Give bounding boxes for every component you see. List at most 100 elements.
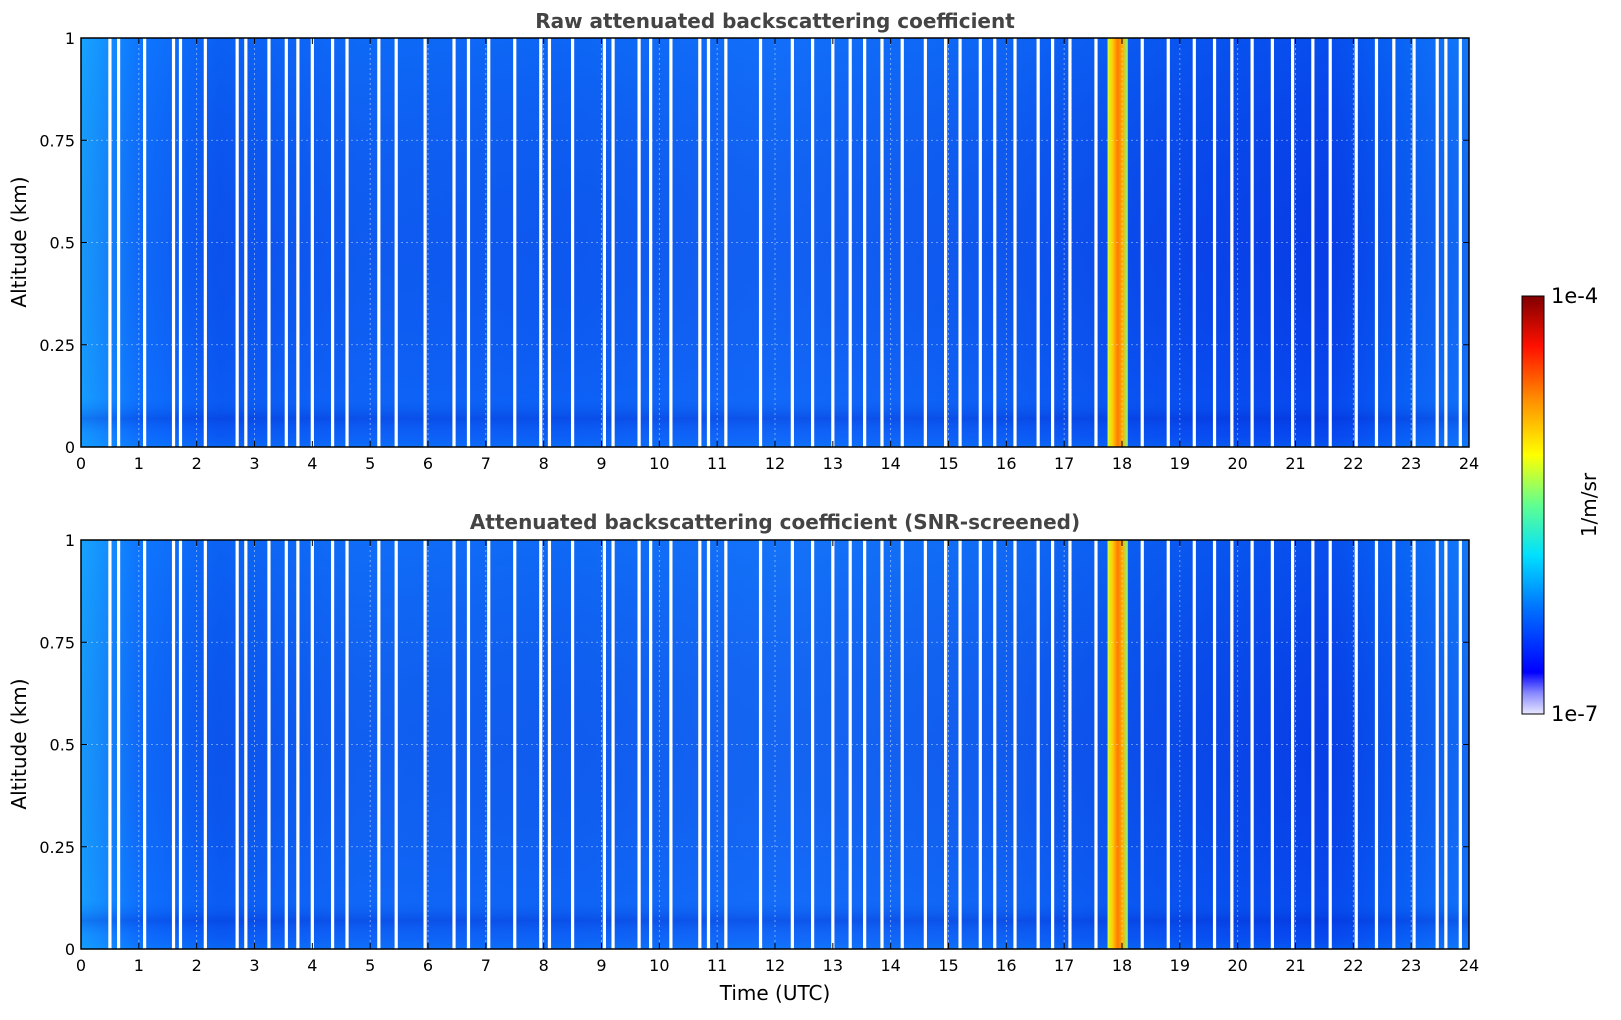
data-gap-stripe — [1212, 540, 1217, 949]
data-gap-stripe — [758, 540, 763, 949]
x-tick-label: 3 — [249, 956, 259, 975]
data-gap-stripe — [547, 38, 552, 447]
x-tick-label: 18 — [1112, 956, 1132, 975]
panel-title: Raw attenuated backscattering coefficien… — [535, 9, 1015, 33]
data-gap-stripe — [848, 540, 852, 949]
data-gap-stripe — [637, 540, 641, 949]
x-tick-label: 13 — [823, 956, 843, 975]
data-gap-stripe — [466, 38, 471, 447]
data-gap-stripe — [863, 540, 867, 949]
data-gap-stripe — [513, 38, 517, 447]
data-gap-stripe — [423, 38, 427, 447]
data-gap-stripe — [958, 540, 962, 949]
data-gap-stripe — [267, 38, 271, 447]
data-gap-stripe — [602, 540, 606, 949]
x-axis-label: Time (UTC) — [719, 981, 831, 1005]
y-tick-label: 0.75 — [39, 633, 75, 652]
panel-title: Attenuated backscattering coefficient (S… — [470, 510, 1080, 534]
data-gap-stripe — [108, 540, 112, 949]
x-tick-label: 4 — [307, 454, 317, 473]
y-tick-label: 0.75 — [39, 131, 75, 150]
x-tick-label: 14 — [880, 454, 900, 473]
x-tick-label: 5 — [365, 454, 375, 473]
data-gap-stripe — [547, 540, 552, 949]
x-tick-label: 5 — [365, 956, 375, 975]
data-gap-stripe — [108, 38, 112, 447]
data-gap-stripe — [377, 38, 381, 447]
data-gap-stripe — [539, 540, 543, 949]
x-tick-label: 12 — [765, 454, 785, 473]
colorbar-label: 1/m/sr — [1577, 472, 1601, 537]
x-tick-label: 9 — [596, 956, 606, 975]
x-tick-label: 24 — [1459, 454, 1479, 473]
data-gap-stripe — [178, 38, 183, 447]
x-tick-label: 8 — [539, 956, 549, 975]
data-gap-stripe — [698, 540, 702, 949]
x-tick-label: 0 — [76, 454, 86, 473]
data-gap-stripe — [1094, 540, 1098, 949]
colorbar-max-label: 1e-4 — [1551, 284, 1598, 308]
data-gap-stripe — [923, 38, 927, 447]
y-tick-label: 0.25 — [39, 336, 75, 355]
x-tick-label: 21 — [1285, 454, 1305, 473]
x-tick-label: 6 — [423, 956, 433, 975]
x-tick-label: 7 — [481, 956, 491, 975]
data-gap-stripe — [611, 540, 615, 949]
colorbar-min-label: 1e-7 — [1551, 702, 1598, 726]
data-gap-stripe — [848, 38, 852, 447]
x-tick-label: 9 — [596, 454, 606, 473]
colorbar-gradient — [1521, 295, 1545, 715]
data-gap-stripe — [1013, 540, 1017, 949]
x-tick-label: 23 — [1401, 454, 1421, 473]
data-gap-stripe — [1392, 38, 1396, 447]
data-gap-stripe — [698, 38, 702, 447]
data-gap-stripe — [178, 540, 183, 949]
data-gap-stripe — [1328, 38, 1332, 447]
data-gap-stripe — [1392, 540, 1396, 949]
panel-snr-screened: Attenuated backscattering coefficient (S… — [7, 510, 1479, 1005]
x-tick-label: 6 — [423, 454, 433, 473]
data-gap-stripe — [944, 38, 948, 447]
data-gap-stripe — [1212, 38, 1217, 447]
data-gap-stripe — [1458, 540, 1462, 949]
data-gap-stripe — [1192, 540, 1196, 949]
data-gap-stripe — [602, 38, 606, 447]
panel-raw: Raw attenuated backscattering coefficien… — [7, 9, 1479, 473]
data-gap-stripe — [203, 38, 207, 447]
data-gap-stripe — [143, 540, 147, 949]
data-gap-stripe — [649, 38, 653, 447]
data-gap-stripe — [171, 38, 176, 447]
x-tick-label: 16 — [996, 956, 1016, 975]
x-tick-label: 13 — [823, 454, 843, 473]
y-tick-label: 1 — [65, 29, 75, 48]
data-gap-stripe — [863, 38, 867, 447]
data-gap-stripe — [706, 38, 711, 447]
y-tick-label: 0.25 — [39, 838, 75, 857]
x-tick-label: 20 — [1227, 956, 1247, 975]
data-gap-stripe — [1013, 38, 1017, 447]
colorbar: 1e-4 1e-7 1/m/sr — [1521, 284, 1601, 726]
x-tick-label: 15 — [938, 956, 958, 975]
x-tick-label: 7 — [481, 454, 491, 473]
y-tick-label: 0.5 — [50, 234, 75, 253]
data-gap-stripe — [958, 38, 962, 447]
y-tick-label: 0.5 — [50, 736, 75, 755]
x-tick-label: 8 — [539, 454, 549, 473]
data-gap-stripe — [1036, 540, 1040, 949]
x-tick-label: 1 — [134, 454, 144, 473]
data-gap-stripe — [649, 540, 653, 949]
x-tick-label: 19 — [1170, 454, 1190, 473]
data-gap-stripe — [539, 38, 543, 447]
data-gap-stripe — [377, 540, 381, 949]
data-gap-stripe — [267, 540, 271, 949]
data-gap-stripe — [1458, 38, 1462, 447]
data-gap-stripe — [1166, 38, 1170, 447]
data-gap-stripe — [993, 38, 997, 447]
y-axis-label: Altitude (km) — [7, 176, 31, 307]
data-gap-stripe — [1192, 38, 1196, 447]
x-tick-label: 11 — [707, 956, 727, 975]
data-gap-stripe — [1068, 540, 1072, 949]
data-gap-stripe — [758, 38, 763, 447]
data-gap-stripe — [452, 540, 456, 949]
x-tick-label: 23 — [1401, 956, 1421, 975]
